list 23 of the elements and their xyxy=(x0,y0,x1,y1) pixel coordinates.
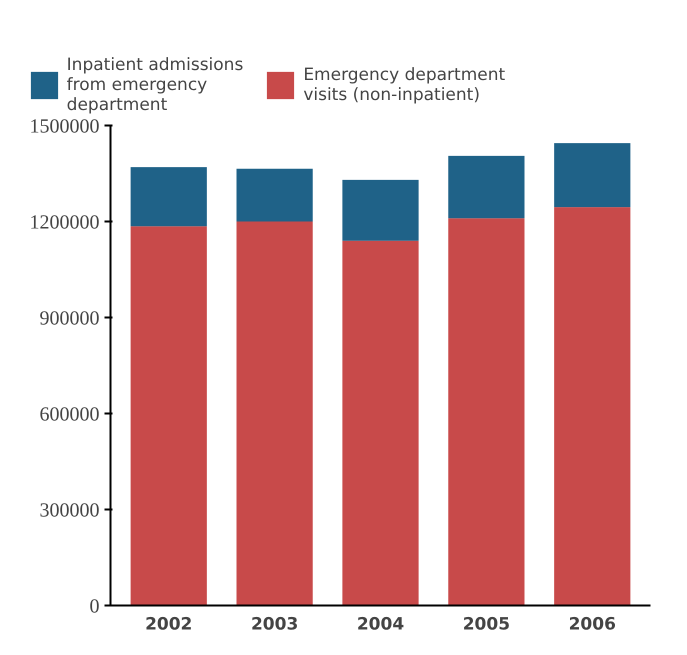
bar xyxy=(448,156,524,218)
x-tick-label: 2003 xyxy=(250,614,298,634)
bar xyxy=(236,168,313,222)
legend-label: Emergency department visits (non-inpatient) xyxy=(303,65,506,105)
y-tick-label: 0 xyxy=(90,596,100,618)
y-tick-label: 300000 xyxy=(40,500,100,522)
bar xyxy=(448,218,524,606)
x-tick-label: 2006 xyxy=(568,614,616,634)
bar xyxy=(554,143,630,208)
x-tick-label: 2004 xyxy=(356,614,404,634)
legend-label: Inpatient admissions from emergency department xyxy=(66,55,244,115)
x-tick-label: 2002 xyxy=(145,614,192,634)
bar xyxy=(130,167,207,226)
bar xyxy=(236,222,313,606)
y-tick-label: 900000 xyxy=(40,308,100,330)
bar xyxy=(130,226,207,606)
y-tick-label: 1200000 xyxy=(30,212,100,234)
bar xyxy=(554,207,630,606)
bar xyxy=(342,180,419,241)
bar xyxy=(342,240,419,606)
x-tick-label: 2005 xyxy=(462,614,510,634)
y-tick-label: 600000 xyxy=(40,404,100,426)
y-tick-label: 1500000 xyxy=(30,116,100,138)
